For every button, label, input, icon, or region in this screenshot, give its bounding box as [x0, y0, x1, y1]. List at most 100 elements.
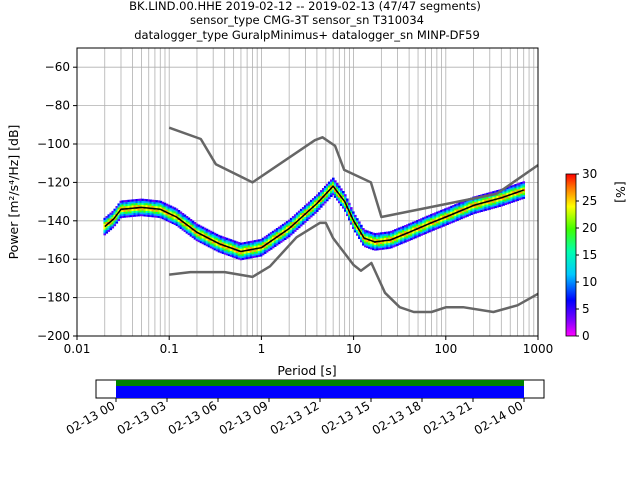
psd-cell: [115, 221, 119, 224]
psd-cell: [255, 249, 259, 252]
psd-cell: [436, 211, 439, 214]
psd-cell: [432, 224, 435, 227]
psd-cell: [438, 214, 441, 217]
psd-cell: [131, 214, 135, 217]
psd-cell: [317, 203, 321, 206]
psd-cell: [392, 233, 395, 236]
psd-cell: [508, 186, 511, 189]
psd-cell: [189, 234, 193, 237]
psd-cell: [239, 246, 243, 249]
psd-cell: [173, 222, 177, 225]
psd-cell: [125, 211, 129, 214]
psd-cell: [472, 208, 475, 211]
psd-cell: [113, 212, 117, 215]
psd-cell: [203, 227, 207, 230]
psd-cell: [422, 221, 425, 224]
psd-cell: [458, 217, 461, 221]
psd-cell: [223, 250, 227, 253]
psd-cell: [362, 228, 365, 231]
psd-cell: [219, 251, 223, 254]
psd-cell: [259, 254, 263, 257]
psd-cell: [305, 213, 309, 216]
psd-cell: [432, 218, 435, 222]
psd-cell: [494, 202, 497, 205]
psd-cell: [299, 222, 303, 225]
psd-cell: [346, 198, 349, 201]
psd-cell: [243, 241, 247, 245]
psd-cell: [207, 239, 211, 242]
psd-cell: [107, 229, 111, 232]
psd-cell: [400, 238, 403, 241]
psd-cell: [273, 235, 277, 238]
psd-cell: [191, 224, 195, 227]
psd-cell: [428, 224, 431, 227]
psd-cell: [392, 241, 395, 244]
psd-cell: [476, 205, 479, 208]
psd-cell: [281, 225, 285, 228]
psd-cell: [331, 183, 335, 186]
psd-cell: [293, 227, 297, 230]
psd-cell: [360, 238, 363, 241]
psd-cell: [514, 187, 517, 191]
psd-cell: [305, 209, 309, 212]
psd-cell: [390, 240, 393, 243]
psd-cell: [412, 235, 415, 238]
psd-cell: [111, 216, 115, 219]
plot-frame: [76, 47, 539, 337]
psd-cell: [512, 198, 515, 201]
psd-cell: [400, 230, 403, 233]
psd-cell: [135, 214, 139, 217]
psd-cell: [169, 218, 173, 222]
psd-cell: [279, 229, 283, 232]
psd-cell: [500, 200, 503, 203]
psd-cell: [135, 202, 139, 206]
psd-cell: [315, 207, 319, 211]
psd-cell: [380, 243, 383, 247]
psd-cell: [127, 213, 131, 216]
psd-cell: [400, 242, 403, 245]
nlnm-curve: [169, 221, 539, 314]
psd-cell: [131, 205, 135, 208]
psd-cell: [492, 204, 495, 207]
psd-cell: [221, 242, 225, 245]
psd-cell: [209, 246, 213, 249]
psd-cell: [171, 210, 175, 213]
psd-cell: [297, 226, 301, 229]
psd-cell: [303, 205, 307, 208]
psd-cell: [269, 247, 273, 250]
psd-cell: [321, 203, 325, 206]
psd-cell: [269, 243, 273, 246]
psd-cell: [311, 207, 315, 210]
psd-cell: [203, 243, 207, 246]
psd-cell: [245, 255, 249, 258]
psd-cell: [506, 196, 509, 199]
psd-cell: [372, 247, 375, 251]
psd-cell: [199, 240, 203, 244]
psd-cell: [263, 238, 267, 241]
psd-cell: [249, 242, 253, 245]
psd-cell: [321, 193, 325, 196]
psd-cell: [416, 223, 419, 226]
psd-cell: [123, 205, 127, 209]
psd-cell: [121, 211, 125, 215]
psd-cell: [111, 220, 115, 223]
psd-cell: [127, 215, 131, 218]
psd-cell: [235, 250, 239, 254]
psd-cell: [408, 227, 411, 230]
psd-cell: [454, 204, 457, 207]
psd-cell: [360, 234, 363, 237]
psd-cell: [440, 219, 443, 222]
psd-cell: [430, 219, 433, 222]
psd-cell: [173, 213, 177, 216]
psd-cell: [193, 227, 197, 231]
psd-cell: [476, 208, 479, 212]
psd-cell: [133, 210, 137, 213]
psd-cell: [301, 216, 305, 219]
psd-cell: [315, 198, 319, 201]
psd-cell: [159, 204, 163, 207]
psd-cell: [372, 232, 375, 235]
psd-cell: [303, 220, 307, 223]
psd-cell: [209, 232, 213, 235]
psd-cell: [466, 214, 469, 217]
psd-cell: [508, 197, 511, 200]
